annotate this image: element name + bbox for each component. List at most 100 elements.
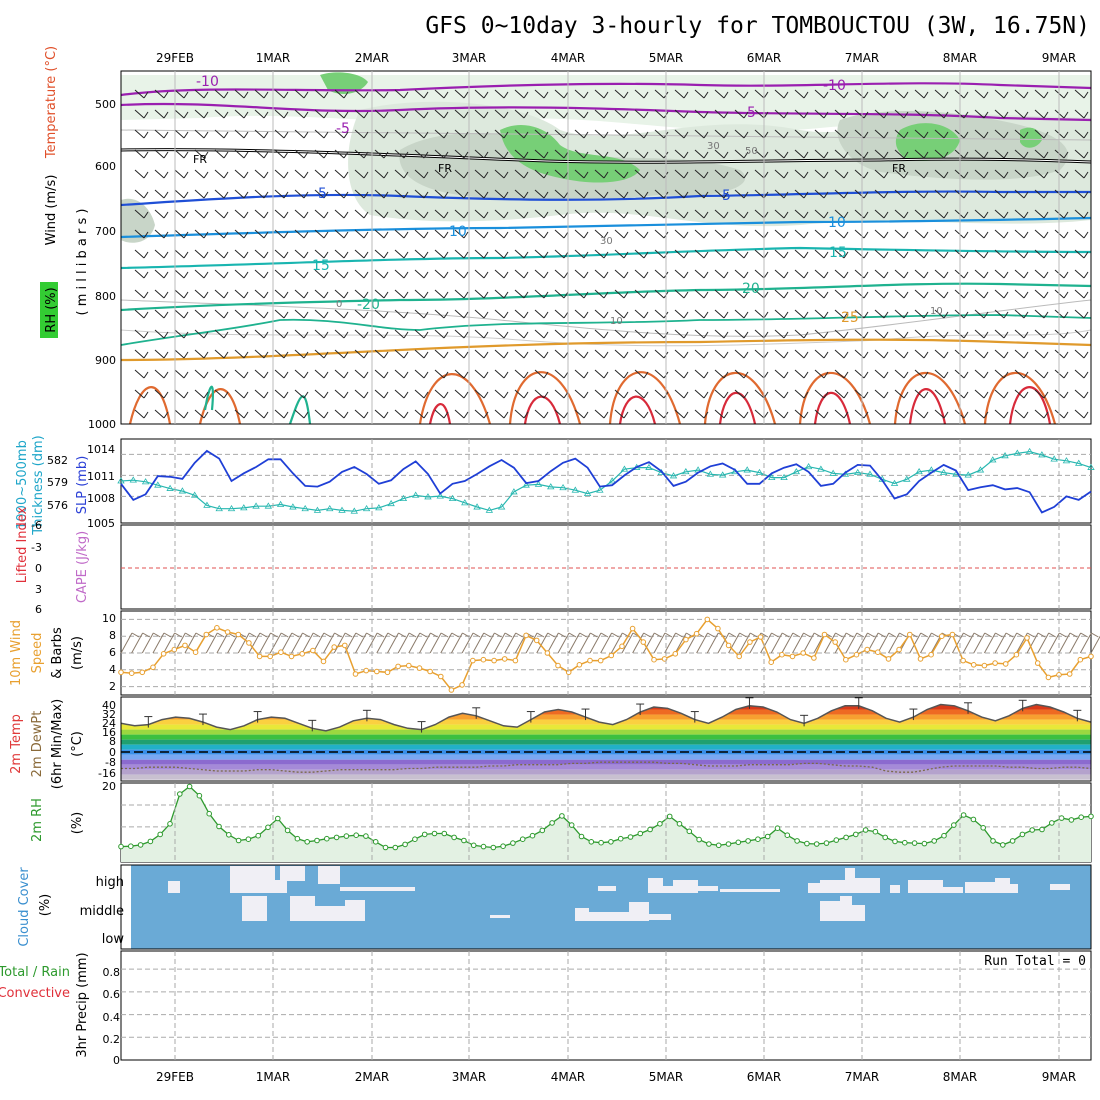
upper-barb [1034,409,1045,419]
upper-barb [234,189,245,199]
upper-barb [634,189,645,199]
wind-barb-flag [398,632,406,638]
upper-barb [974,289,985,299]
upper-barb [754,169,765,179]
wind-point [256,653,263,660]
wind-barb-flag [174,632,182,638]
upper-barb-flag [203,111,209,119]
wind-barb-flag [664,632,673,638]
upper-barb-flag [943,291,949,299]
upper-barb-flag [183,311,189,319]
upper-barb-flag [143,331,149,339]
upper-barb-flag [1063,271,1069,279]
temp-label: 25 [841,310,859,326]
upper-barb-flag [1083,411,1089,419]
thickness-point [1075,459,1083,466]
upper-barb [754,129,765,139]
upper-barb-flag [743,211,749,219]
upper-barb-flag [543,291,549,299]
wind-barb-flag [291,632,300,638]
upper-barb-flag [383,331,389,339]
temp-label-group: 2m Temp [9,714,24,774]
upper-barb [414,149,425,159]
upper-barb [674,369,685,379]
wind-barb-flag [1080,632,1088,638]
upper-barb-flag [483,131,489,139]
upper-barb-flag [543,131,549,139]
upper-barb-flag [983,111,989,119]
upper-barb [794,89,805,99]
upper-barb-flag [643,111,649,119]
upper-barb-flag [1023,111,1029,119]
wind-point [939,633,945,640]
upper-barb-flag [723,211,729,219]
upper-barb [914,209,925,219]
upper-barb-flag [223,291,229,299]
thickness-point [976,466,985,473]
upper-barb-flag [743,111,749,119]
upper-barb [674,149,685,159]
rh-point [627,834,634,840]
wind-point [192,649,199,656]
upper-barb [654,149,665,159]
upper-barb-flag [1043,251,1049,259]
wind-point [789,653,796,660]
upper-barb [274,249,285,259]
upper-barb [814,149,825,159]
upper-barb-flag [303,211,309,219]
upper-barb-flag [303,171,309,179]
upper-barb [194,389,205,399]
upper-barb [134,249,145,259]
wind-point [278,649,284,656]
upper-barb [834,89,845,99]
upper-barb [334,169,345,179]
upper-barb-flag [543,191,549,199]
wind-barb-flag [1027,632,1035,638]
upper-barb [934,229,945,239]
upper-barb [254,229,265,239]
rh-point [1058,815,1065,821]
temp-band [121,754,1091,760]
upper-barb [734,209,745,219]
upper-barb [154,229,165,239]
upper-barb [574,289,585,299]
upper-barb-flag [443,391,449,399]
upper-barb [174,289,185,299]
upper-barb [534,109,545,119]
rh-label: 0 [336,299,342,310]
upper-barb [794,269,805,279]
wind-barb-flag [600,632,609,638]
upper-barb-flag [543,151,549,159]
wind-barb-flag [131,632,140,638]
upper-barb-flag [763,411,769,419]
upper-barb [834,189,845,199]
upper-barb-flag [863,291,869,299]
upper-barb [254,169,265,179]
temp-tick: -16 [98,767,116,780]
wind-barb [131,632,144,654]
upper-barb [514,109,525,119]
upper-barb-flag [483,331,489,339]
upper-barb [914,169,925,179]
upper-barb-flag [403,231,409,239]
upper-barb-flag [1043,311,1049,319]
upper-barb-flag [963,331,969,339]
upper-barb-flag [803,291,809,299]
thickness-point [583,489,592,496]
upper-barb [294,249,305,259]
upper-barb-flag [1003,371,1009,379]
upper-barb [794,349,805,359]
wind-point [118,669,124,676]
upper-barb-flag [983,391,989,399]
temp-tick: 32 [102,708,116,721]
upper-barb [594,269,605,279]
rh-point [1068,817,1075,823]
upper-barb-flag [623,391,629,399]
upper-barb-flag [1063,311,1069,319]
upper-barb [174,369,185,379]
upper-barb [914,309,925,319]
upper-barb [294,209,305,219]
upper-barb [814,249,825,259]
upper-barb [474,409,485,419]
wind-point [800,650,807,656]
